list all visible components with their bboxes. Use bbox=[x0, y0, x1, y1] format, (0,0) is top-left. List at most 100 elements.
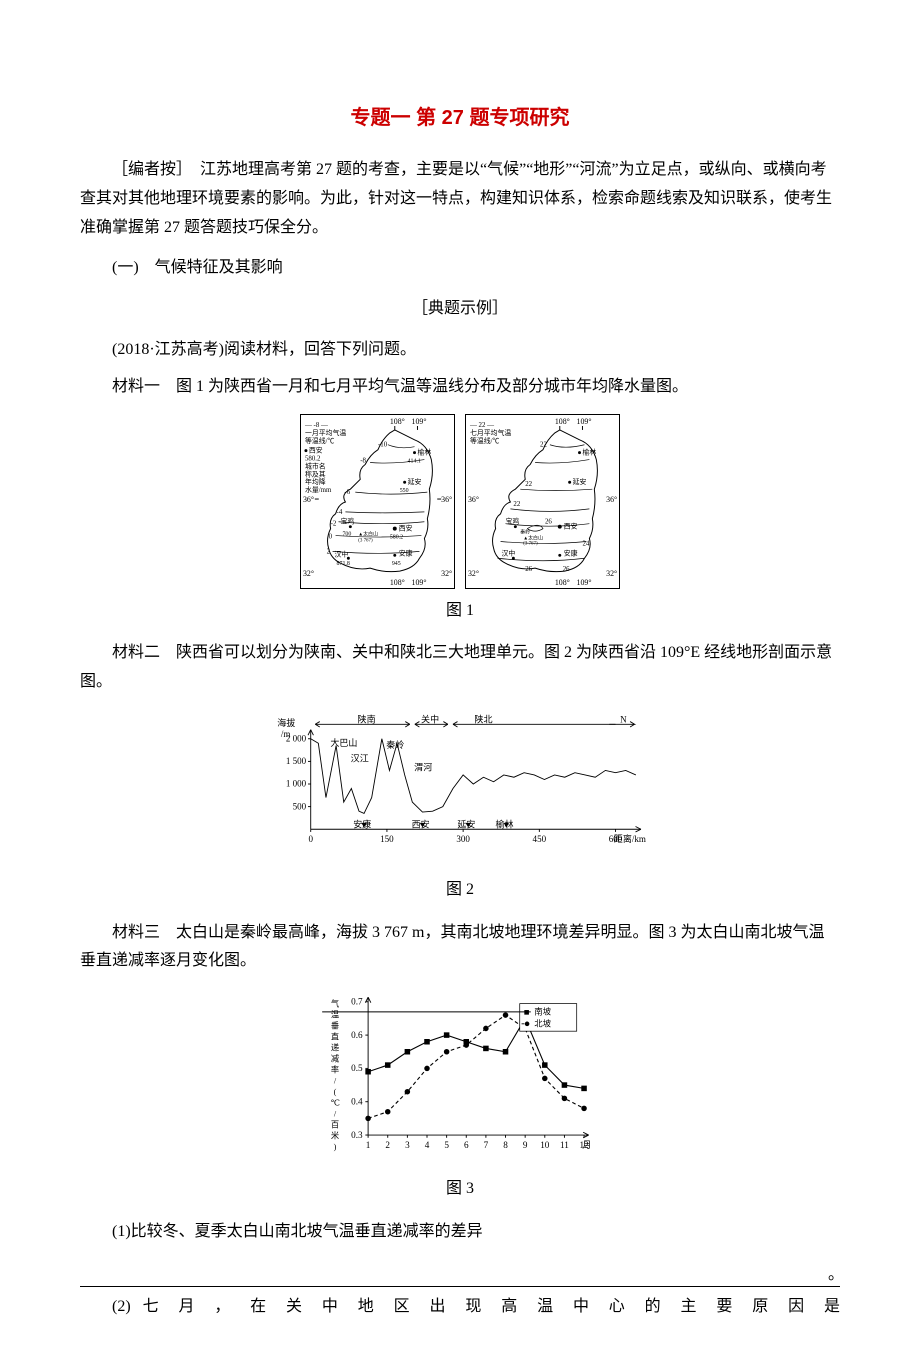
figure-1: 108°109° 36°36° 32°32° -10 -8 -6 -4 -2 0… bbox=[80, 414, 840, 626]
svg-text:递: 递 bbox=[331, 1043, 339, 1053]
svg-text:22: 22 bbox=[513, 501, 520, 508]
svg-text:2: 2 bbox=[385, 1140, 390, 1150]
svg-text:南坡: 南坡 bbox=[534, 1007, 551, 1017]
svg-text:减: 减 bbox=[331, 1054, 340, 1064]
svg-text:8: 8 bbox=[503, 1140, 508, 1150]
svg-text:— -8 —: — -8 — bbox=[304, 422, 328, 429]
fig3-caption: 图 3 bbox=[80, 1175, 840, 1204]
svg-text:945: 945 bbox=[392, 561, 401, 567]
svg-text:2: 2 bbox=[327, 548, 331, 555]
svg-text:北坡: 北坡 bbox=[534, 1019, 551, 1029]
svg-text:称及其: 称及其 bbox=[305, 469, 326, 478]
svg-text:汉中: 汉中 bbox=[502, 548, 516, 557]
svg-text:0.5: 0.5 bbox=[351, 1063, 363, 1073]
svg-text:0: 0 bbox=[329, 533, 333, 540]
svg-text:150: 150 bbox=[380, 834, 394, 844]
svg-text:36°: 36° bbox=[303, 495, 314, 504]
svg-text:宝鸡: 宝鸡 bbox=[340, 516, 354, 525]
svg-text:32°: 32° bbox=[303, 569, 314, 578]
svg-text:9: 9 bbox=[523, 1140, 528, 1150]
question-2: (2) 七 月 ， 在 关 中 地 区 出 现 高 温 中 心 的 主 要 原 … bbox=[80, 1293, 840, 1322]
svg-text:汉中: 汉中 bbox=[335, 549, 349, 558]
svg-text:): ) bbox=[334, 1143, 337, 1152]
svg-text:11: 11 bbox=[560, 1140, 569, 1150]
svg-text:垂: 垂 bbox=[331, 1021, 339, 1031]
svg-text:109°: 109° bbox=[412, 577, 427, 586]
svg-text:安康: 安康 bbox=[564, 548, 578, 557]
svg-text:城市名: 城市名 bbox=[305, 461, 326, 470]
svg-text:6: 6 bbox=[464, 1140, 469, 1150]
svg-text:450: 450 bbox=[533, 834, 547, 844]
svg-text:1 000: 1 000 bbox=[286, 779, 307, 789]
svg-text:秦岭: 秦岭 bbox=[520, 528, 530, 535]
material-1: 材料一 图 1 为陕西省一月和七月平均气温等温线分布及部分城市年均降水量图。 bbox=[80, 373, 840, 402]
svg-text:22: 22 bbox=[525, 481, 532, 488]
svg-text:109°: 109° bbox=[577, 417, 592, 426]
svg-text:-6: -6 bbox=[344, 489, 350, 496]
svg-text:0.6: 0.6 bbox=[351, 1030, 363, 1040]
svg-text:1 500: 1 500 bbox=[286, 756, 307, 766]
svg-text:0.7: 0.7 bbox=[351, 997, 363, 1007]
svg-text:安康: 安康 bbox=[399, 548, 413, 557]
editor-note: ［编者按］ 江苏地理高考第 27 题的考查，主要是以“气候”“地形”“河流”为立… bbox=[80, 156, 840, 242]
figure-2: 5001 0001 5002 0000150300450600海拔/m距离/km… bbox=[80, 709, 840, 905]
svg-text:4: 4 bbox=[425, 1140, 430, 1150]
svg-text:700: 700 bbox=[342, 531, 351, 537]
svg-text:5: 5 bbox=[444, 1140, 449, 1150]
svg-text:月: 月 bbox=[582, 1140, 591, 1150]
svg-text:7: 7 bbox=[484, 1140, 489, 1150]
svg-text:26: 26 bbox=[525, 566, 532, 573]
source-text: (2018·江苏高考)阅读材料，回答下列问题。 bbox=[80, 336, 840, 365]
svg-text:500: 500 bbox=[293, 801, 307, 811]
svg-text:414.1: 414.1 bbox=[408, 458, 421, 464]
svg-text:气: 气 bbox=[331, 999, 339, 1009]
svg-text:108°: 108° bbox=[555, 577, 570, 586]
map-january: 108°109° 36°36° 32°32° -10 -8 -6 -4 -2 0… bbox=[300, 414, 455, 589]
material-3: 材料三 太白山是秦岭最高峰，海拔 3 767 m，其南北坡地理环境差异明显。图 … bbox=[80, 919, 840, 977]
svg-text:871.8: 871.8 bbox=[337, 561, 350, 567]
svg-text:年均降: 年均降 bbox=[305, 477, 326, 486]
svg-text:大巴山: 大巴山 bbox=[330, 737, 357, 748]
svg-text:陕南: 陕南 bbox=[358, 713, 376, 724]
svg-text:水量/mm: 水量/mm bbox=[305, 485, 332, 494]
svg-text:550: 550 bbox=[400, 488, 409, 494]
svg-text:26: 26 bbox=[563, 566, 570, 573]
svg-text:108°: 108° bbox=[390, 577, 405, 586]
svg-text:32°: 32° bbox=[606, 569, 617, 578]
material-2: 材料二 陕西省可以划分为陕南、关中和陕北三大地理单元。图 2 为陕西省沿 109… bbox=[80, 639, 840, 697]
svg-text:300: 300 bbox=[456, 834, 470, 844]
page-title: 专题一 第 27 题专项研究 bbox=[80, 100, 840, 136]
svg-text:宝鸡: 宝鸡 bbox=[505, 516, 519, 525]
svg-text:32°: 32° bbox=[441, 569, 452, 578]
svg-text:580.2: 580.2 bbox=[390, 534, 403, 540]
svg-text:榆林: 榆林 bbox=[582, 447, 596, 456]
lapse-rate-chart: 0.30.40.50.60.7123456789101112月气温垂直递减率/(… bbox=[320, 988, 600, 1158]
svg-text:0.3: 0.3 bbox=[351, 1130, 363, 1140]
svg-text:直: 直 bbox=[331, 1032, 339, 1042]
svg-text:32°: 32° bbox=[468, 569, 479, 578]
svg-text:10: 10 bbox=[540, 1140, 550, 1150]
svg-text:— 22 —: — 22 — bbox=[469, 422, 494, 429]
svg-text:秦岭: 秦岭 bbox=[386, 739, 404, 750]
svg-text:关中: 关中 bbox=[421, 713, 439, 724]
svg-text:36°: 36° bbox=[468, 495, 479, 504]
svg-text:26: 26 bbox=[545, 518, 552, 525]
svg-text:0.4: 0.4 bbox=[351, 1097, 363, 1107]
svg-text:/m: /m bbox=[281, 729, 291, 739]
example-label: ［典题示例］ bbox=[80, 295, 840, 324]
svg-text:3: 3 bbox=[405, 1140, 410, 1150]
svg-text:(: ( bbox=[334, 1088, 337, 1097]
svg-text:海拔: 海拔 bbox=[277, 717, 295, 728]
svg-text:西安: 西安 bbox=[399, 523, 413, 532]
svg-text:一月平均气温: 一月平均气温 bbox=[305, 427, 346, 436]
svg-text:36°: 36° bbox=[441, 495, 452, 504]
question-1: (1)比较冬、夏季太白山南北坡气温垂直递减率的差异 bbox=[80, 1218, 840, 1247]
svg-text:109°: 109° bbox=[577, 577, 592, 586]
svg-text:▲太白山: ▲太白山 bbox=[358, 530, 378, 537]
svg-text:(3 767): (3 767) bbox=[358, 538, 373, 543]
svg-text:延安: 延安 bbox=[408, 477, 422, 486]
svg-text:等温线/℃: 等温线/℃ bbox=[305, 435, 335, 444]
svg-text:-8: -8 bbox=[360, 457, 366, 464]
svg-text:0: 0 bbox=[308, 834, 313, 844]
svg-text:渭河: 渭河 bbox=[414, 761, 432, 772]
